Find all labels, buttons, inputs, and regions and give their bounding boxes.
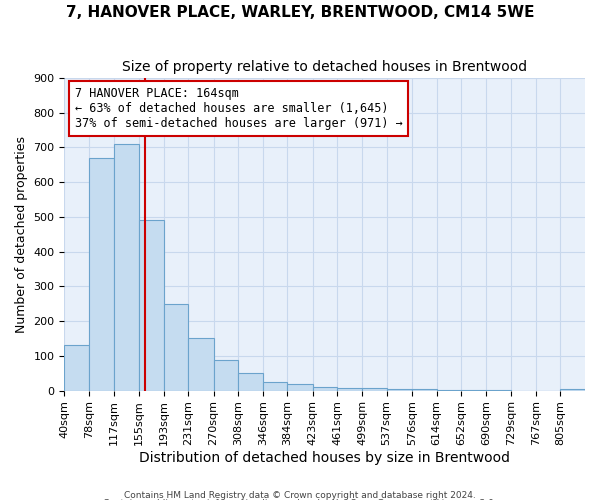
Bar: [64, 346, 89, 391]
Bar: [337, 388, 362, 390]
Bar: [188, 338, 214, 390]
Bar: [287, 384, 313, 390]
Title: Size of property relative to detached houses in Brentwood: Size of property relative to detached ho…: [122, 60, 527, 74]
X-axis label: Distribution of detached houses by size in Brentwood: Distribution of detached houses by size …: [139, 451, 510, 465]
Bar: [115, 144, 139, 390]
Bar: [214, 360, 238, 390]
Text: Contains HM Land Registry data © Crown copyright and database right 2024.: Contains HM Land Registry data © Crown c…: [124, 490, 476, 500]
Bar: [386, 389, 412, 390]
Text: Contains public sector information licensed under the Open Government Licence v3: Contains public sector information licen…: [103, 499, 497, 500]
Bar: [139, 220, 164, 390]
Bar: [560, 389, 585, 390]
Bar: [362, 388, 386, 390]
Bar: [164, 304, 188, 390]
Text: 7 HANOVER PLACE: 164sqm
← 63% of detached houses are smaller (1,645)
37% of semi: 7 HANOVER PLACE: 164sqm ← 63% of detache…: [75, 88, 403, 130]
Bar: [412, 389, 437, 390]
Bar: [313, 387, 337, 390]
Text: 7, HANOVER PLACE, WARLEY, BRENTWOOD, CM14 5WE: 7, HANOVER PLACE, WARLEY, BRENTWOOD, CM1…: [66, 5, 534, 20]
Bar: [238, 373, 263, 390]
Bar: [263, 382, 287, 390]
Bar: [89, 158, 115, 390]
Y-axis label: Number of detached properties: Number of detached properties: [15, 136, 28, 333]
